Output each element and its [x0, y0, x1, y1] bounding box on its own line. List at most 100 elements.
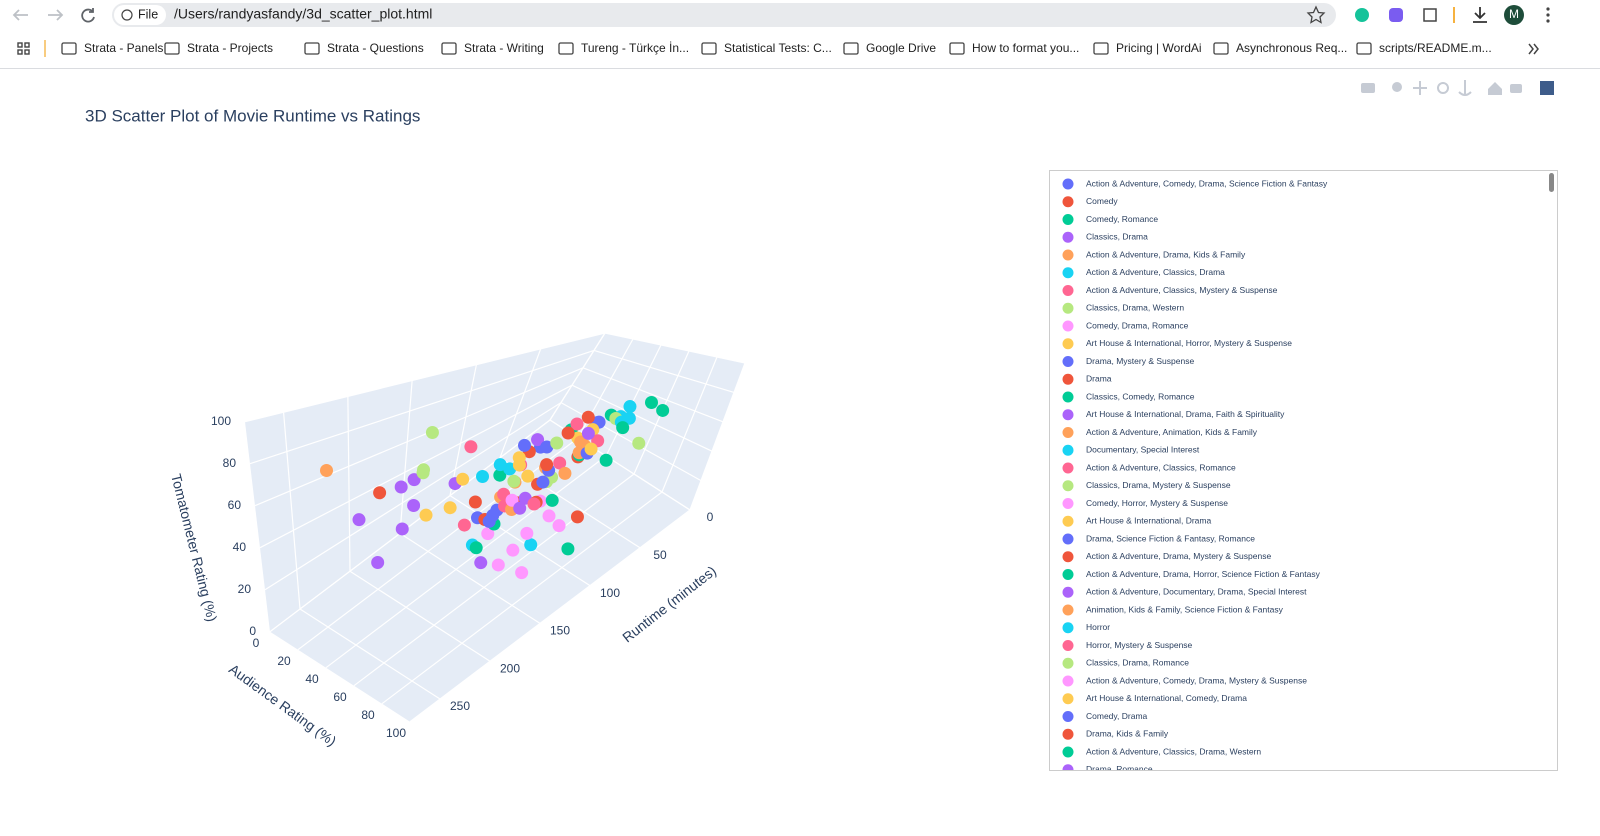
legend-item[interactable]: Action & Adventure, Drama, Kids & Family: [1062, 249, 1246, 261]
avatar[interactable]: [1504, 5, 1524, 25]
point: [394, 480, 408, 494]
camera-button[interactable]: [1361, 83, 1375, 93]
turntable-button[interactable]: [1458, 80, 1472, 96]
url: /Users/randyasfandy/3d_scatter_plot.html: [174, 6, 432, 22]
legend-item[interactable]: Classics, Drama, Mystery & Suspense: [1062, 480, 1231, 492]
bookmark-label: Statistical Tests: C...: [724, 41, 832, 55]
legend-item[interactable]: Comedy, Horror, Mystery & Suspense: [1062, 498, 1229, 509]
bookmark-label: Strata - Questions: [327, 41, 424, 55]
legend-item[interactable]: Action & Adventure, Classics, Mystery & …: [1062, 285, 1278, 296]
plotly-logo[interactable]: [1540, 81, 1554, 95]
apps-button[interactable]: [17, 42, 30, 55]
legend-item[interactable]: Classics, Drama, Romance: [1062, 658, 1190, 669]
legend-item[interactable]: Drama, Mystery & Suspense: [1062, 356, 1195, 367]
point: [531, 433, 545, 447]
legend-item[interactable]: Art House & International, Drama, Faith …: [1062, 409, 1286, 421]
legend-item[interactable]: Classics, Drama: [1062, 232, 1149, 243]
y-tick-label: 80: [361, 708, 375, 722]
bookmark[interactable]: Google Drive: [843, 41, 936, 55]
grid-line: [399, 380, 413, 534]
legend-item[interactable]: Classics, Comedy, Romance: [1062, 391, 1195, 403]
legend-item[interactable]: Action & Adventure, Classics, Drama: [1062, 267, 1226, 279]
point: [542, 509, 556, 523]
star-button[interactable]: [1306, 5, 1326, 24]
bookmark-label: Strata - Writing: [464, 41, 544, 55]
legend-item[interactable]: Drama, Kids & Family: [1062, 729, 1169, 740]
extensions-button[interactable]: [1423, 8, 1437, 22]
bookmark[interactable]: Strata - Questions: [304, 41, 424, 55]
more-bookmarks[interactable]: [1528, 43, 1539, 55]
legend-item[interactable]: Drama, Romance: [1062, 764, 1153, 775]
point: [469, 541, 483, 555]
legend-item[interactable]: Action & Adventure, Comedy, Drama, Myste…: [1062, 675, 1308, 687]
point: [561, 542, 575, 556]
menu-button[interactable]: [1546, 7, 1550, 23]
bookmark[interactable]: scripts/README.m...: [1356, 41, 1492, 55]
legend-item[interactable]: Action & Adventure, Documentary, Drama, …: [1062, 587, 1308, 598]
extension-icon[interactable]: [1389, 8, 1403, 22]
orbit-button[interactable]: [1437, 82, 1449, 94]
bookmark-icon: [1213, 42, 1229, 55]
legend-item[interactable]: Horror: [1062, 622, 1111, 634]
legend-item[interactable]: Drama: [1062, 374, 1112, 385]
grid-line: [269, 419, 551, 633]
bookmark[interactable]: Strata - Panels: [61, 41, 163, 55]
legend-item[interactable]: Art House & International, Comedy, Drama: [1062, 693, 1248, 705]
home-button[interactable]: [1488, 82, 1502, 95]
legend-item[interactable]: Action & Adventure, Animation, Kids & Fa…: [1062, 427, 1258, 438]
grid-line: [249, 349, 595, 465]
bookmark-icon: [1356, 42, 1372, 55]
legend-item[interactable]: Documentary, Special Interest: [1062, 445, 1200, 456]
x-tick-label: 0: [707, 510, 714, 524]
z-tick-label: 60: [228, 498, 242, 512]
bookmark[interactable]: Strata - Writing: [441, 41, 544, 55]
x-tick-label: 50: [653, 548, 667, 562]
legend-item[interactable]: Comedy, Drama, Romance: [1062, 320, 1189, 332]
legend-item[interactable]: Classics, Drama, Western: [1062, 303, 1185, 314]
grid-line: [254, 367, 584, 507]
bookmark-icon: [61, 42, 77, 55]
legend-item[interactable]: Action & Adventure, Classics, Drama, Wes…: [1062, 746, 1262, 758]
download-button[interactable]: [1473, 7, 1487, 23]
zoom-button[interactable]: [1392, 82, 1402, 92]
bookmark[interactable]: Pricing | WordAi: [1093, 41, 1202, 55]
legend-item[interactable]: Comedy, Drama: [1062, 711, 1148, 722]
y-tick-label: 60: [333, 690, 347, 704]
legend-label: Action & Adventure, Animation, Kids & Fa…: [1086, 427, 1258, 437]
point: [507, 474, 521, 488]
legend-item[interactable]: Drama, Science Fiction & Fantasy, Romanc…: [1062, 533, 1256, 545]
legend-item[interactable]: Art House & International, Horror, Myste…: [1062, 338, 1293, 350]
reload-button[interactable]: [81, 8, 95, 23]
legend-item[interactable]: Comedy: [1062, 196, 1119, 208]
bookmark[interactable]: Tureng - Türkçe İn...: [558, 41, 689, 55]
pan-button[interactable]: [1413, 81, 1427, 95]
legend-label: Action & Adventure, Classics, Drama: [1086, 267, 1225, 277]
legend-item[interactable]: Horror, Mystery & Suspense: [1062, 640, 1193, 651]
legend-item[interactable]: Action & Adventure, Classics, Romance: [1062, 462, 1237, 474]
legend-item[interactable]: Art House & International, Drama: [1062, 516, 1212, 527]
camera-view-button[interactable]: [1510, 84, 1522, 93]
legend-swatch: [1062, 551, 1074, 563]
point: [558, 466, 572, 480]
address-bar[interactable]: [112, 3, 1336, 27]
legend-item[interactable]: Animation, Kids & Family, Science Fictio…: [1062, 604, 1284, 616]
nav-buttons[interactable]: [12, 8, 95, 23]
point: [512, 451, 526, 465]
z-tick-label: 80: [223, 456, 237, 470]
legend-item[interactable]: Action & Adventure, Drama, Horror, Scien…: [1062, 569, 1321, 580]
legend-scrollbar[interactable]: [1549, 173, 1554, 192]
x-tick-label: 150: [550, 624, 570, 638]
bookmark-label: Asynchronous Req...: [1236, 41, 1347, 55]
legend-item[interactable]: Comedy, Romance: [1062, 214, 1159, 225]
bookmark[interactable]: How to format you...: [949, 41, 1079, 55]
avatar-letter: M: [1509, 7, 1519, 21]
legend-item[interactable]: Action & Adventure, Comedy, Drama, Scien…: [1062, 178, 1329, 190]
back-button[interactable]: [12, 9, 28, 21]
extension-icon[interactable]: [1355, 8, 1369, 22]
bookmark[interactable]: Statistical Tests: C...: [701, 41, 832, 55]
legend-item[interactable]: Action & Adventure, Drama, Mystery & Sus…: [1062, 551, 1272, 563]
bookmark[interactable]: Strata - Projects: [164, 41, 273, 55]
bookmark[interactable]: Asynchronous Req...: [1213, 41, 1347, 55]
forward-button[interactable]: [48, 9, 64, 21]
legend-swatch: [1062, 569, 1074, 580]
